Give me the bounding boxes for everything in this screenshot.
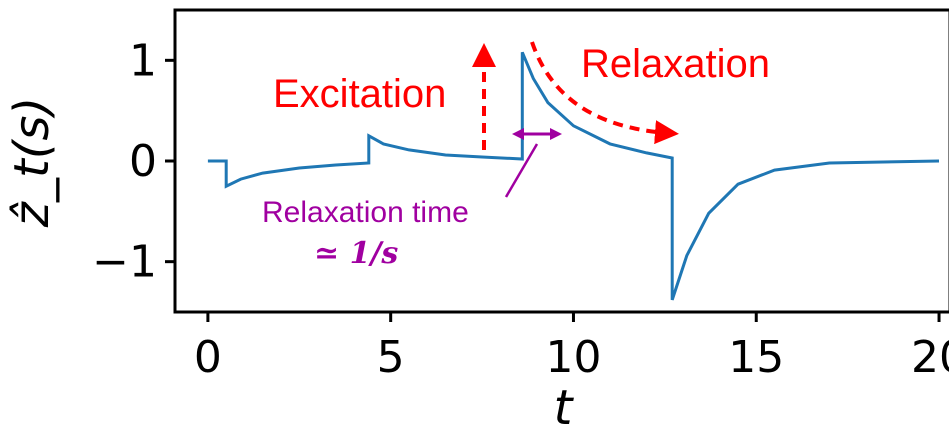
x-axis-label: t [554,380,575,430]
series-line [207,51,940,301]
y-axis-label: ẑ_t(s) [4,97,60,228]
x-tick-label: 10 [545,332,601,383]
x-tick-label: 0 [194,332,222,383]
x-tick-label: 5 [377,332,405,383]
x-tick-label: 20 [911,332,949,383]
relaxation-label: Relaxation [581,42,770,86]
relaxation-time-label: Relaxation time [262,196,469,229]
y-tick-label: −1 [92,237,157,288]
y-tick-label: 1 [129,35,157,86]
relaxation-arrow [530,41,679,145]
y-axis-ticks: 1 0 −1 [92,35,175,288]
x-tick-label: 15 [728,332,784,383]
y-tick-label: 0 [129,136,157,187]
excitation-label: Excitation [273,72,446,116]
relaxation-time-formula: ≃ 1/s [314,236,398,271]
x-axis-ticks: 0 5 10 15 20 [194,312,949,383]
relaxation-time-pointer [504,143,539,198]
